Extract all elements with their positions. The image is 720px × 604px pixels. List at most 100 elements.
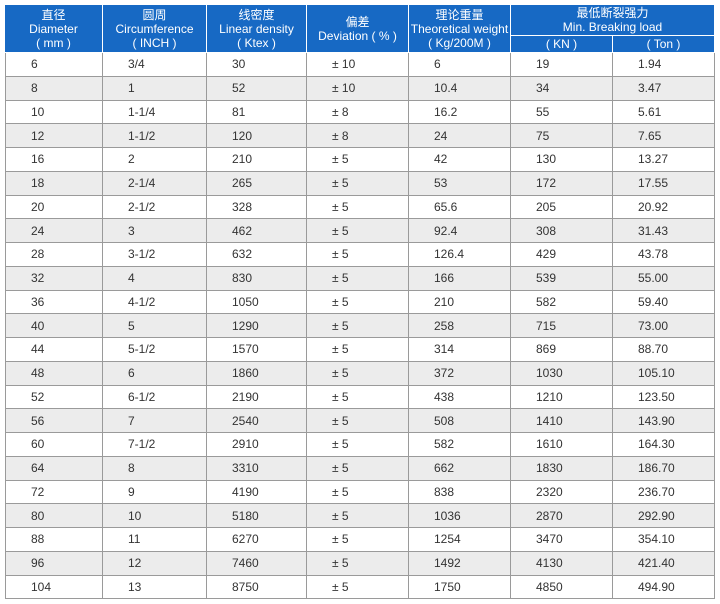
table-cell: 5 [103,314,207,338]
table-cell: 869 [511,338,613,362]
table-cell: 80 [5,504,103,528]
table-cell: 354.10 [613,528,715,552]
table-cell: 7.65 [613,124,715,148]
table-cell: 64 [5,456,103,481]
table-cell: 18 [5,171,103,196]
table-cell: 55 [511,100,613,125]
table-cell: 19 [511,53,613,77]
table-cell: 104 [5,575,103,600]
table-cell: 1860 [207,361,307,386]
table-cell: 186.70 [613,456,715,481]
table-cell: 20 [5,195,103,220]
table-cell: 52 [5,385,103,410]
table-cell: 17.55 [613,171,715,196]
table-cell: 96 [5,551,103,576]
table-cell: 3 [103,219,207,243]
table-cell: ± 8 [307,100,409,125]
table-cell: 3-1/2 [103,243,207,267]
table-cell: 5180 [207,504,307,528]
header-cell: 圆周 Circumference( INCH ) [103,5,207,53]
header-text: 直径 [41,7,66,22]
table-cell: ± 5 [307,171,409,196]
header-text: 圆周 [142,7,167,22]
table-cell: 72 [5,480,103,505]
table-cell: 2-1/2 [103,195,207,220]
table-cell: 42 [409,148,511,172]
header-text: Linear density [219,21,294,36]
table-cell: 92.4 [409,219,511,243]
table-cell: 59.40 [613,290,715,315]
table-cell: 10 [103,504,207,528]
header-text: ( Ktex ) [237,35,276,50]
table-cell: ± 5 [307,338,409,362]
table-cell: 265 [207,171,307,196]
table-cell: 1030 [511,361,613,386]
table-cell: 1570 [207,338,307,362]
table-cell: 88 [5,528,103,552]
table-cell: ± 5 [307,290,409,315]
table-cell: ± 5 [307,433,409,457]
table-cell: ± 5 [307,528,409,552]
table-cell: 30 [207,53,307,77]
header-text: ( Ton ) [646,37,681,51]
table-cell: 1254 [409,528,511,552]
table-cell: 55.00 [613,266,715,291]
table-cell: 2540 [207,409,307,433]
table-cell: 830 [207,266,307,291]
table-cell: ± 5 [307,314,409,338]
table-cell: 1050 [207,290,307,315]
table-cell: 210 [409,290,511,315]
table-cell: 210 [207,148,307,172]
table-cell: 12 [5,124,103,148]
table-cell: 7-1/2 [103,433,207,457]
table-cell: 314 [409,338,511,362]
table-cell: 7 [103,409,207,433]
table-cell: 164.30 [613,433,715,457]
table-cell: 838 [409,480,511,505]
table-cell: ± 5 [307,480,409,505]
table-cell: 43.78 [613,243,715,267]
header-cell: 直径 Diameter( mm ) [5,5,103,53]
table-cell: 123.50 [613,385,715,410]
table-cell: 166 [409,266,511,291]
table-cell: 126.4 [409,243,511,267]
header-text: ( mm ) [36,35,71,50]
table-cell: 582 [511,290,613,315]
table-cell: 1410 [511,409,613,433]
table-cell: 308 [511,219,613,243]
table-cell: 4850 [511,575,613,600]
table-cell: 494.90 [613,575,715,600]
table-cell: 4 [103,266,207,291]
table-cell: 16.2 [409,100,511,125]
table-cell: 3.47 [613,76,715,101]
table-cell: 1 [103,76,207,101]
table-cell: 2-1/4 [103,171,207,196]
table-cell: 130 [511,148,613,172]
table-cell: 6-1/2 [103,385,207,410]
table-cell: 2910 [207,433,307,457]
table-cell: 3/4 [103,53,207,77]
table-cell: 4190 [207,480,307,505]
table-cell: 8 [5,76,103,101]
table-cell: 73.00 [613,314,715,338]
table-cell: 9 [103,480,207,505]
table-cell: 16 [5,148,103,172]
table-cell: ± 5 [307,409,409,433]
header-text: Min. Breaking load [562,20,663,34]
table-cell: ± 5 [307,456,409,481]
table-cell: 258 [409,314,511,338]
table-cell: 31.43 [613,219,715,243]
table-cell: 28 [5,243,103,267]
table-cell: 24 [409,124,511,148]
table-cell: 429 [511,243,613,267]
table-cell: ± 5 [307,219,409,243]
table-cell: 60 [5,433,103,457]
table-cell: ± 5 [307,195,409,220]
table-cell: 328 [207,195,307,220]
table-cell: 1492 [409,551,511,576]
table-cell: 13.27 [613,148,715,172]
table-cell: 3310 [207,456,307,481]
table-cell: 4-1/2 [103,290,207,315]
table-cell: 2 [103,148,207,172]
header-text: Diameter [29,21,78,36]
